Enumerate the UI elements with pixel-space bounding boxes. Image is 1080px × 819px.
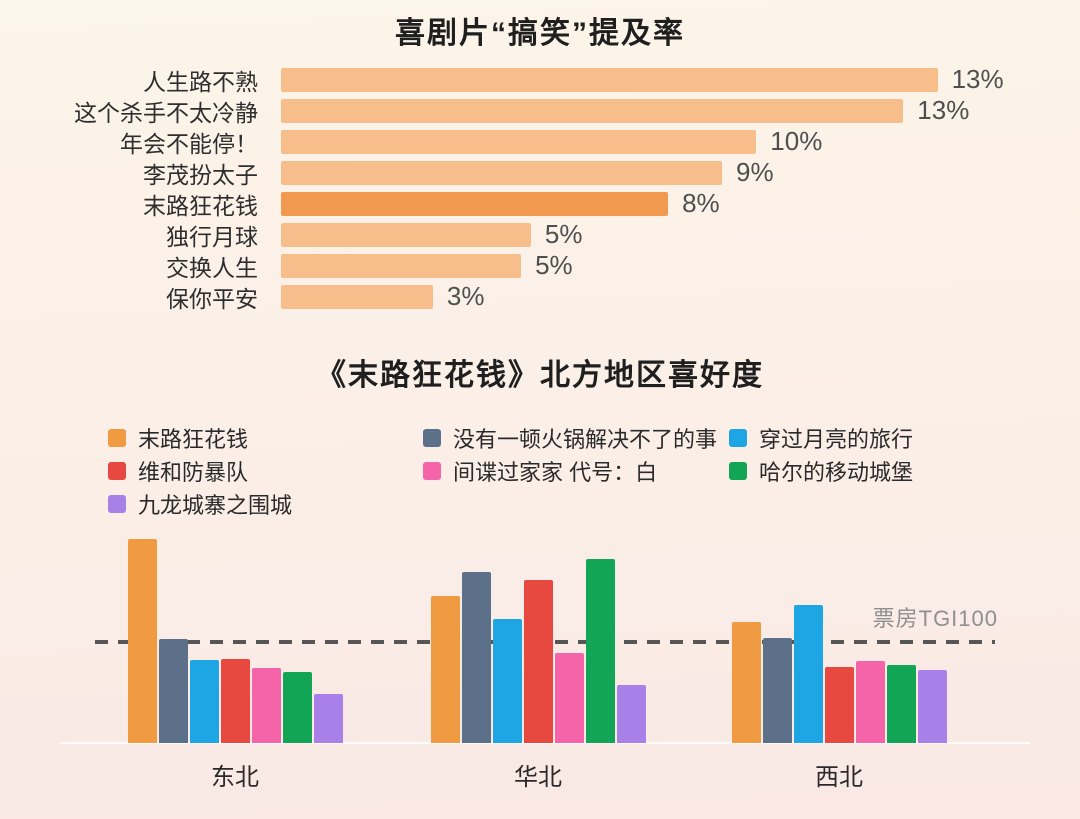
tgi-bar [524,580,553,743]
mention-row: 人生路不熟 13% [0,64,1080,95]
legend-label: 哈尔的移动城堡 [759,459,914,485]
x-axis-line [60,742,1030,744]
mention-bar [281,191,669,216]
region-bar-group [732,605,947,743]
region-label: 东北 [211,764,259,791]
regional-preference-plot: 票房TGI100 [0,520,1080,744]
mention-row: 这个杀手不太冷静 13% [0,95,1080,126]
legend-label: 九龙城寨之围城 [138,492,293,518]
mention-row: 年会不能停！ 10% [0,126,1080,157]
mention-row: 独行月球 5% [0,219,1080,250]
legend-swatch [108,494,126,513]
mention-bar [281,222,531,247]
legend-swatch [108,461,126,480]
region-label: 西北 [815,764,863,791]
regional-preference-chart-title: 《末路狂花钱》北方地区喜好度 [316,359,764,392]
tgi-bar [887,665,916,743]
legend-swatch [423,461,441,480]
movie-label: 保你平安 [166,285,258,312]
region-bar-group [431,559,646,743]
legend-item: 维和防暴队 [108,454,292,487]
legend-item: 九龙城寨之围城 [108,487,292,520]
legend-column: 末路狂花钱维和防暴队九龙城寨之围城 [108,421,292,520]
tgi-bar [825,667,854,743]
tgi-bar [314,694,343,743]
tgi-bar [856,661,885,743]
region-label: 华北 [514,764,562,791]
movie-label: 人生路不熟 [143,68,258,95]
mention-value-label: 9% [736,157,774,187]
legend-label: 末路狂花钱 [138,426,249,452]
legend-column: 没有一顿火锅解决不了的事 间谍过家家 代号：白 [423,421,717,487]
movie-label: 年会不能停！ [120,130,258,157]
legend-item: 间谍过家家 代号：白 [423,454,717,487]
mention-value-label: 5% [544,219,583,249]
tgi-bar [252,668,281,743]
tgi-bar [732,622,761,743]
mention-bar [281,98,904,123]
legend-column: 穿过月亮的旅行 哈尔的移动城堡 [729,421,913,487]
legend-item: 没有一顿火锅解决不了的事 [423,421,717,454]
tgi-bar [462,572,491,743]
legend-label: 穿过月亮的旅行 [759,426,914,452]
legend-item: 末路狂花钱 [108,421,292,454]
legend-swatch [108,428,126,447]
region-bar-group [128,539,343,743]
mention-row: 交换人生 5% [0,250,1080,281]
tgi-bar [794,605,823,743]
mention-row: 李茂扮太子 9% [0,157,1080,188]
mention-row: 保你平安 3% [0,281,1080,312]
mention-bar [281,67,938,92]
tgi-bar [221,659,250,743]
tgi-bar [431,596,460,743]
tgi-reference-label: 票房TGI100 [872,606,998,631]
legend-swatch [729,461,747,480]
movie-label: 末路狂花钱 [143,192,258,219]
tgi-bar [586,559,615,743]
tgi-bar [128,539,157,743]
movie-label: 这个杀手不太冷静 [74,99,258,126]
mention-row: 末路狂花钱 8% [0,188,1080,219]
tgi-bar [159,639,188,743]
mention-value-label: 5% [535,250,573,280]
legend-label: 间谍过家家 代号：白 [453,459,658,485]
mention-bar [281,129,757,154]
legend-item: 哈尔的移动城堡 [729,454,913,487]
mention-value-label: 13% [951,64,1004,94]
movie-label: 独行月球 [166,223,258,250]
mention-value-label: 3% [446,281,485,311]
legend-swatch [423,428,441,447]
mention-value-label: 13% [917,95,970,125]
legend-item: 穿过月亮的旅行 [729,421,913,454]
mention-bar [281,284,433,309]
mention-bar [281,160,722,185]
mention-bar [281,253,522,278]
tgi-bar [617,685,646,743]
mention-value-label: 8% [682,188,720,218]
tgi-bar [555,653,584,743]
movie-label: 交换人生 [166,254,258,281]
movie-label: 李茂扮太子 [143,161,258,188]
mention-value-label: 10% [770,126,823,156]
tgi-bar [763,638,792,743]
tgi-bar [190,660,219,743]
tgi-bar [918,670,947,743]
tgi-bar [493,619,522,743]
legend-swatch [729,428,747,447]
tgi-bar [283,672,312,743]
mention-rate-chart: 人生路不熟 13% 这个杀手不太冷静 13% 年会不能停！ 10% 李茂扮太子 9% 末路狂花钱… [0,64,1080,312]
legend-label: 维和防暴队 [138,459,249,485]
legend-label: 没有一顿火锅解决不了的事 [453,426,718,452]
mention-rate-chart-title: 喜剧片“搞笑”提及率 [395,17,685,50]
